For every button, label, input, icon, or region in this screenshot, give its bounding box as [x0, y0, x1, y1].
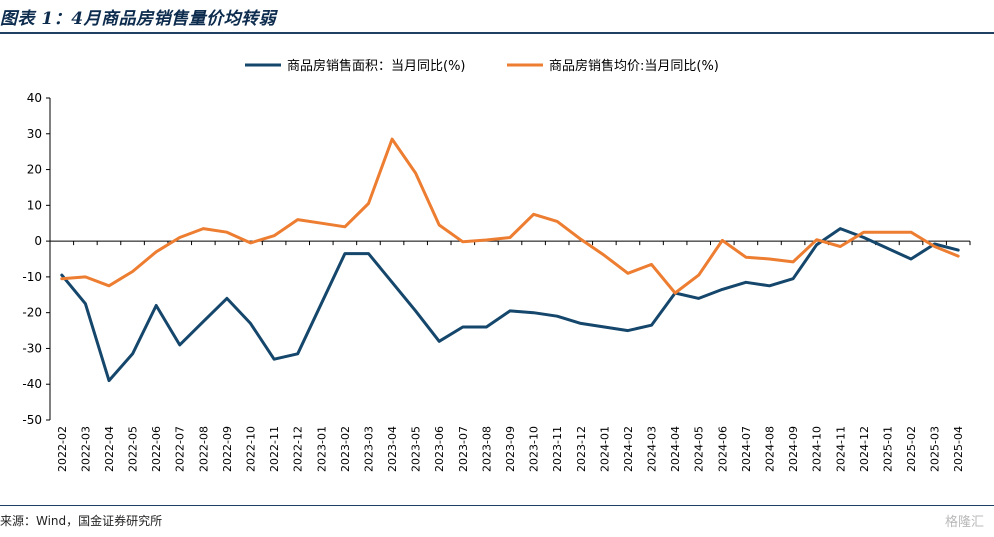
- x-tick-label: 2024-01: [598, 426, 611, 472]
- y-tick-label: -30: [22, 341, 42, 355]
- series-line-2: [60, 137, 960, 295]
- x-tick-label: 2023-02: [339, 426, 352, 472]
- plot-area: [60, 137, 960, 383]
- x-axis: 2022-02 2022-03 2022-04 2022-05 2022-06 2022-…: [49, 240, 971, 472]
- x-tick-label: 2022-02: [56, 426, 69, 472]
- x-tick-label: 2024-04: [669, 426, 682, 472]
- x-tick-label: 2023-07: [457, 426, 470, 472]
- x-tick-label: 2023-03: [362, 426, 375, 472]
- series-line-1: [60, 227, 960, 383]
- x-tick-label: 2022-12: [292, 426, 305, 472]
- line-chart: 商品房销售面积：当月同比(%) 商品房销售均价:当月同比(%) -50 -40 -30…: [22, 58, 971, 472]
- y-tick-label: 10: [27, 198, 42, 212]
- y-tick-label: 40: [27, 91, 42, 105]
- source-note: 来源：Wind，国金证券研究所: [0, 514, 163, 528]
- x-tick-label: 2023-10: [528, 426, 541, 472]
- watermark: 格隆汇: [944, 515, 984, 530]
- x-tick-label: 2023-11: [551, 426, 564, 472]
- x-tick-label: 2023-04: [386, 426, 399, 472]
- legend: 商品房销售面积：当月同比(%) 商品房销售均价:当月同比(%): [245, 58, 719, 74]
- x-tick-label: 2025-04: [952, 426, 965, 472]
- x-tick-label: 2024-10: [811, 426, 824, 472]
- x-tick-label: 2024-03: [646, 426, 659, 472]
- x-tick-label: 2023-06: [433, 426, 446, 472]
- x-tick-label: 2024-12: [858, 426, 871, 472]
- x-tick-label: 2024-06: [716, 426, 729, 472]
- x-tick-label: 2023-09: [504, 426, 517, 472]
- y-tick-label: 20: [27, 163, 42, 177]
- x-tick-label: 2022-10: [245, 426, 258, 472]
- legend-label-2: 商品房销售均价:当月同比(%): [549, 58, 719, 74]
- x-tick-label: 2022-06: [150, 426, 163, 472]
- chart-title: 图表 1：4月商品房销售量价均转弱: [0, 9, 277, 29]
- x-tick-label: 2024-09: [787, 426, 800, 472]
- legend-label-1: 商品房销售面积：当月同比(%): [287, 58, 466, 74]
- x-tick-label: 2023-05: [410, 426, 423, 472]
- x-tick-label: 2023-12: [575, 426, 588, 472]
- x-tick-label: 2024-02: [622, 426, 635, 472]
- x-tick-label: 2023-08: [480, 426, 493, 472]
- y-tick-label: -10: [22, 270, 42, 284]
- x-tick-label: 2024-08: [763, 426, 776, 472]
- x-tick-label: 2024-07: [740, 426, 753, 472]
- x-tick-label: 2025-03: [929, 426, 942, 472]
- x-tick-label: 2022-11: [268, 426, 281, 472]
- x-tick-label: 2022-08: [197, 426, 210, 472]
- x-tick-label: 2025-01: [881, 426, 894, 472]
- x-tick-label: 2024-11: [834, 426, 847, 472]
- footer-divider: [0, 505, 994, 506]
- x-tick-label: 2024-05: [693, 426, 706, 472]
- x-tick-label: 2022-09: [221, 426, 234, 472]
- y-tick-label: -50: [22, 413, 42, 427]
- x-tick-label: 2022-05: [127, 426, 140, 472]
- x-tick-label: 2022-04: [103, 426, 116, 472]
- y-tick-label: -20: [22, 306, 42, 320]
- x-tick-label: 2025-02: [905, 426, 918, 472]
- x-tick-label: 2022-03: [79, 426, 92, 472]
- x-tick-label: 2022-07: [174, 426, 187, 472]
- title-divider: [0, 32, 994, 34]
- x-tick-label: 2023-01: [315, 426, 328, 472]
- y-tick-label: 30: [27, 127, 42, 141]
- y-tick-label: -40: [22, 377, 42, 391]
- y-tick-label: 0: [34, 234, 42, 248]
- y-axis: -50 -40 -30 -20 -10 0 10 20 30 40: [22, 91, 51, 427]
